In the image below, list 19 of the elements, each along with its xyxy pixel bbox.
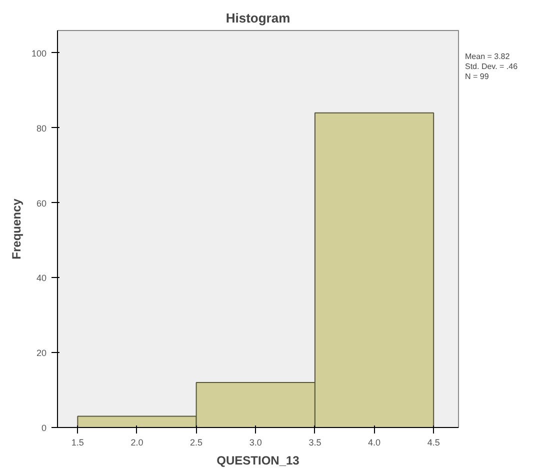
y-axis-title: Frequency bbox=[9, 198, 24, 260]
text: Std. Dev. = .46 bbox=[465, 62, 518, 72]
x-tick-label: 3.5 bbox=[308, 438, 322, 448]
y-tick-label: 20 bbox=[36, 348, 47, 358]
y-tick-label: 100 bbox=[31, 48, 47, 58]
chart-title: Histogram bbox=[226, 10, 290, 26]
x-axis-title: QUESTION_13 bbox=[216, 454, 300, 468]
x-tick-label: 1.5 bbox=[71, 438, 84, 448]
y-tick-label: 0 bbox=[41, 423, 47, 433]
text: Mean = 3.82 bbox=[465, 52, 511, 62]
x-tick-label: 2.5 bbox=[190, 438, 203, 448]
x-tick-label: 4.5 bbox=[427, 438, 440, 448]
y-tick-label: 40 bbox=[36, 273, 47, 284]
x-tick-label: 2.0 bbox=[130, 438, 144, 448]
y-tick-label: 60 bbox=[36, 198, 47, 208]
x-tick-label: 4.0 bbox=[368, 438, 381, 448]
text: N = 99 bbox=[465, 72, 490, 82]
x-tick-label: 3.0 bbox=[249, 438, 262, 448]
y-tick-label: 80 bbox=[36, 123, 47, 134]
